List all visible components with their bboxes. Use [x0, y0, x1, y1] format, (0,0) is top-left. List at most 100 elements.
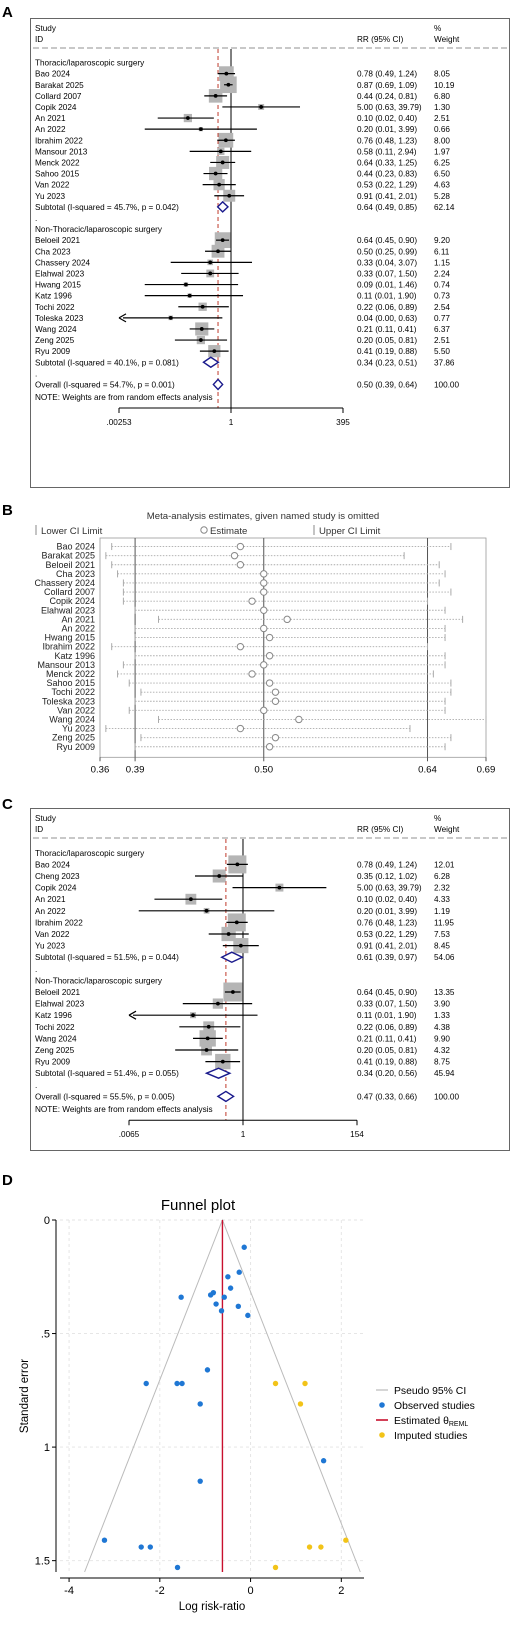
legend-observed-label: Observed studies	[394, 1401, 475, 1412]
row-weight-zeng-2025: 2.51	[434, 336, 450, 345]
row-weight-toleska-2023: 0.77	[434, 314, 450, 323]
row-label-yu-2023: Yu 2023	[35, 942, 65, 951]
row-weight-subtotal-i-squared-40-1-p-0-081: 37.86	[434, 358, 455, 367]
sens-estimate-sahoo-2015	[265, 679, 274, 687]
row-ci-hwang-2015: 0.09 (0.01, 1.46)	[357, 281, 417, 290]
panel-a-forest-plot: Study ID RR (95% CI)% Weight Thoracic/laparo…	[30, 18, 510, 488]
legend-theta-subscript: REML	[449, 1421, 469, 1428]
row-weight-katz-1996: 1.33	[434, 1011, 450, 1020]
sens-label-barakat-2025: Barakat 2025	[41, 551, 95, 561]
point-estimate-tochi-2022	[206, 1024, 211, 1029]
row-label-wang-2024: Wang 2024	[35, 325, 77, 334]
row-label-beloeil-2021: Beloeil 2021	[35, 988, 81, 997]
sens-estimate-yu-2023	[236, 724, 245, 733]
row-label-subtotal-i-squared-45-7-p-0-042: Subtotal (I-squared = 45.7%, p = 0.042)	[35, 203, 179, 212]
sens-tick-label-0-50: 0.50	[254, 764, 273, 775]
row-ci-zeng-2025: 0.20 (0.05, 0.81)	[357, 1046, 417, 1055]
row-ci-mansour-2013: 0.58 (0.11, 2.94)	[357, 147, 417, 156]
imputed-point-7	[272, 1564, 279, 1571]
observed-point-1	[236, 1269, 242, 1275]
point-estimate-barakat-2025	[226, 82, 231, 87]
row-weight-an-2022: 1.19	[434, 907, 450, 916]
row-weight-cha-2023: 6.11	[434, 247, 450, 256]
sens-estimate-zeng-2025	[271, 733, 280, 742]
sens-tick-label-0-36: 0.36	[91, 764, 110, 775]
legend-upper-ci: Upper CI Limit	[319, 526, 381, 537]
x-tick-label-1: 1	[229, 418, 234, 427]
point-estimate-katz-1996	[187, 293, 192, 298]
y-tick-label-1: 1	[44, 1442, 50, 1454]
row-weight-ibrahim-2022: 11.95	[434, 918, 454, 927]
sens-estimate-an-2021	[283, 615, 291, 624]
row-ci-cha-2023: 0.50 (0.25, 0.99)	[357, 247, 417, 256]
sens-label-wang-2024: Wang 2024	[49, 714, 95, 724]
row-label-subtotal-i-squared-51-5-p-0-044: Subtotal (I-squared = 51.5%, p = 0.044)	[35, 953, 179, 962]
diamond-subtotal-i-squared-45-7-p-0-042	[216, 200, 229, 213]
row-ci-subtotal-i-squared-45-7-p-0-042: 0.64 (0.49, 0.85)	[357, 203, 417, 212]
row-weight-an-2021: 4.33	[434, 895, 450, 904]
sens-label-elahwal-2023: Elahwal 2023	[41, 605, 95, 615]
row-label-hwang-2015: Hwang 2015	[35, 281, 81, 290]
sens-label-zeng-2025: Zeng 2025	[52, 733, 95, 743]
imputed-point-6	[318, 1544, 324, 1550]
sens-estimate-toleska-2023	[271, 697, 280, 705]
sens-label-copik-2024: Copik 2024	[49, 596, 95, 606]
row-label-copik-2024: Copik 2024	[35, 884, 77, 893]
observed-point-18	[143, 1380, 149, 1387]
row-ci-beloeil-2021: 0.64 (0.45, 0.90)	[357, 988, 417, 997]
point-estimate-ryu-2009	[220, 1059, 225, 1064]
row-weight-ryu-2009: 8.75	[434, 1058, 450, 1067]
panel-b-sensitivity-plot: Meta-analysis estimates, given named stu…	[34, 511, 495, 775]
legend-estimate: Estimate	[210, 526, 247, 537]
sens-label-katz-1996: Katz 1996	[54, 651, 95, 661]
observed-point-21	[138, 1544, 144, 1550]
observed-point-19	[197, 1478, 203, 1484]
row-label-elahwal-2023: Elahwal 2023	[35, 1000, 85, 1009]
imputed-point-1	[272, 1380, 279, 1387]
point-estimate-van-2022	[226, 932, 231, 936]
panel-c-label: C	[2, 796, 13, 813]
row-label-ryu-2009: Ryu 2009	[35, 1058, 70, 1067]
row-ci-subtotal-i-squared-40-1-p-0-081: 0.34 (0.23, 0.51)	[357, 358, 417, 367]
row-ci-elahwal-2023: 0.33 (0.07, 1.50)	[357, 1000, 417, 1009]
sens-estimate-ibrahim-2022	[236, 642, 245, 651]
row-ci-ibrahim-2022: 0.76 (0.48, 1.23)	[357, 918, 417, 927]
row-ci-ryu-2009: 0.41 (0.19, 0.88)	[357, 347, 417, 356]
sens-label-ibrahim-2022: Ibrahim 2022	[42, 642, 95, 652]
row-weight-collard-2007: 6.80	[434, 92, 450, 101]
point-estimate-beloeil-2021	[220, 238, 225, 243]
observed-point-6	[218, 1308, 225, 1314]
observed-point-15	[179, 1380, 185, 1387]
point-estimate-copik-2024	[277, 885, 282, 890]
sens-label-an-2021: An 2021	[61, 614, 95, 624]
row-weight-yu-2023: 8.45	[434, 942, 450, 951]
row-ci-wang-2024: 0.21 (0.11, 0.41)	[357, 1034, 417, 1043]
row-label-ibrahim-2022: Ibrahim 2022	[35, 136, 83, 145]
sens-label-van-2022: Van 2022	[57, 705, 95, 715]
row-ci-elahwal-2023: 0.33 (0.07, 1.50)	[357, 269, 417, 278]
x-tick-label-1: 1	[241, 1130, 246, 1139]
observed-point-17	[174, 1380, 180, 1387]
sens-label-chassery-2024: Chassery 2024	[34, 578, 95, 588]
row-label-zeng-2025: Zeng 2025	[35, 1046, 75, 1055]
header-study: Study	[35, 814, 57, 823]
point-estimate-bao-2024	[235, 862, 240, 867]
row-weight-ibrahim-2022: 8.00	[434, 136, 450, 145]
row-label-elahwal-2023: Elahwal 2023	[35, 269, 85, 278]
sens-estimate-ryu-2009	[265, 743, 274, 751]
row-ci-an-2021: 0.10 (0.02, 0.40)	[357, 114, 417, 123]
row-weight-van-2022: 4.63	[434, 181, 450, 190]
row-ci-overall-i-squared-54-7-p-0-001: 0.50 (0.39, 0.64)	[357, 380, 417, 389]
sens-label-menck-2022: Menck 2022	[46, 669, 95, 679]
point-estimate-van-2022	[217, 182, 222, 187]
row-ci-an-2022: 0.20 (0.01, 3.99)	[357, 907, 417, 916]
point-estimate-mansour-2013	[218, 149, 223, 154]
legend-imputed-swatch	[379, 1432, 385, 1438]
row-weight-yu-2023: 5.28	[434, 192, 450, 201]
observed-point-5	[235, 1303, 242, 1309]
sens-estimate-cha-2023	[260, 570, 268, 578]
row-label-cheng-2023: Cheng 2023	[35, 872, 80, 881]
row-weight-an-2022: 0.66	[434, 125, 450, 134]
sens-label-mansour-2013: Mansour 2013	[37, 660, 95, 670]
